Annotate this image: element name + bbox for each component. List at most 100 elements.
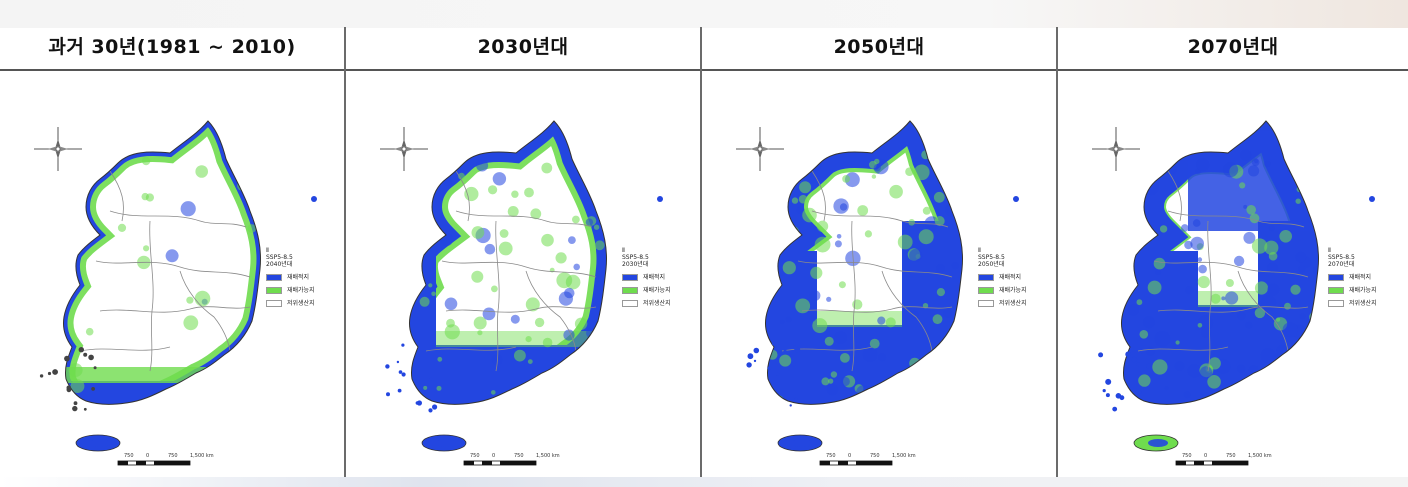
legend-heading: Ⅱ <box>978 247 981 254</box>
legend-label: 저위생산지 <box>643 300 671 307</box>
legend-item: 재배적지 <box>978 274 1027 281</box>
legend-label: 재배적지 <box>643 274 666 281</box>
legend-period: 2040년대 <box>266 261 293 268</box>
scale-label: 750 <box>168 453 178 459</box>
legend-scenario: SSP5-8.5 <box>1328 254 1355 261</box>
compass-rose-icon <box>736 127 784 171</box>
legend-swatch <box>1328 274 1344 281</box>
map-panel-4: 2070년대 750 0 750 1,500 km Ⅱ SSP5-8.5 2070년대 재배적지… <box>1058 27 1408 477</box>
optimal-zone-west <box>765 251 817 405</box>
legend-item: 저위생산지 <box>978 300 1027 307</box>
legend-item: 재배가능지 <box>266 287 315 294</box>
panel-title: 2050년대 <box>702 27 1056 71</box>
legend-label: 저위생산지 <box>287 300 315 307</box>
legend-swatch <box>1328 287 1344 294</box>
legend-item: 재배적지 <box>622 274 671 281</box>
legend-swatch <box>622 287 638 294</box>
compass-rose-icon <box>34 127 82 171</box>
legend-period: 2050년대 <box>978 261 1005 268</box>
legend-item: 재배가능지 <box>622 287 671 294</box>
legend-swatch <box>978 274 994 281</box>
legend-label: 재배가능지 <box>1349 287 1377 294</box>
scale-bar: 750 0 750 1,500 km <box>819 453 916 466</box>
legend-label: 저위생산지 <box>999 300 1027 307</box>
island-ulleungdo <box>311 196 317 202</box>
legend-item: 저위생산지 <box>1328 300 1377 307</box>
legend-label: 재배적지 <box>287 274 310 281</box>
legend-swatch <box>978 287 994 294</box>
legend-swatch <box>1328 300 1344 307</box>
map-svg: 750 0 750 1,500 km <box>34 120 317 466</box>
bottom-band <box>0 477 1408 487</box>
legend-label: 재배적지 <box>999 274 1022 281</box>
map-svg: 750 0 750 1,500 km <box>1092 120 1375 466</box>
scale-label: 1,500 km <box>190 453 214 459</box>
scale-label: 750 <box>870 453 880 459</box>
legend-period: 2030년대 <box>622 261 649 268</box>
scale-bar: 750 0 750 1,500 km <box>117 453 214 466</box>
legend-scenario: SSP5-8.5 <box>266 254 293 261</box>
compass-rose-icon <box>380 127 428 171</box>
map-panel-3: 2050년대 750 0 750 1,500 km Ⅱ SSP5-8.5 2050년대 재배적지… <box>702 27 1058 477</box>
scale-label: 1,500 km <box>1248 453 1272 459</box>
scale-label: 750 <box>124 453 134 459</box>
scale-label: 750 <box>514 453 524 459</box>
legend-label: 재배적지 <box>1349 274 1372 281</box>
scale-label: 1,500 km <box>892 453 916 459</box>
mainland-area <box>63 121 261 405</box>
panel-title: 과거 30년(1981 ~ 2010) <box>0 27 344 71</box>
legend-period: 2070년대 <box>1328 261 1355 268</box>
scale-label: 750 <box>470 453 480 459</box>
island-ulleungdo <box>657 196 663 202</box>
scale-label: 1,500 km <box>536 453 560 459</box>
legend-swatch <box>622 300 638 307</box>
legend-item: 재배적지 <box>1328 274 1377 281</box>
legend-swatch <box>978 300 994 307</box>
legend-heading: Ⅱ <box>266 247 269 254</box>
compass-rose-icon <box>1092 127 1140 171</box>
legend-swatch <box>266 274 282 281</box>
legend-heading: Ⅱ <box>622 247 625 254</box>
scale-label: 750 <box>826 453 836 459</box>
scale-label: 750 <box>1182 453 1192 459</box>
korea-map: 750 0 750 1,500 km Ⅱ SSP5-8.5 2070년대 재배적지 재배가능지 저… <box>1058 71 1408 477</box>
panel-title: 2070년대 <box>1058 27 1408 71</box>
map-panel-1: 과거 30년(1981 ~ 2010) 750 0 750 1,500 km Ⅱ SSP5-… <box>0 27 346 477</box>
scale-bar: 750 0 750 1,500 km <box>463 453 560 466</box>
island-ulleungdo <box>1013 196 1019 202</box>
scale-label: 0 <box>848 453 851 459</box>
legend-item: 재배적지 <box>266 274 315 281</box>
scale-label: 0 <box>1204 453 1207 459</box>
legend-swatch <box>266 300 282 307</box>
legend-item: 재배가능지 <box>978 287 1027 294</box>
legend-item: 재배가능지 <box>1328 287 1377 294</box>
map-svg: 750 0 750 1,500 km <box>736 120 1019 466</box>
map-panel-2: 2030년대 750 0 750 1,500 km Ⅱ SSP5-8.5 2030년대 재배적지… <box>346 27 702 477</box>
legend-item: 저위생산지 <box>266 300 315 307</box>
island-ulleungdo <box>1369 196 1375 202</box>
legend-item: 저위생산지 <box>622 300 671 307</box>
legend-heading: Ⅱ <box>1328 247 1331 254</box>
panel-title: 2030년대 <box>346 27 700 71</box>
legend-label: 저위생산지 <box>1349 300 1377 307</box>
legend-label: 재배가능지 <box>643 287 671 294</box>
legend-swatch <box>622 274 638 281</box>
top-band <box>0 0 1408 28</box>
legend-swatch <box>266 287 282 294</box>
map-svg: 750 0 750 1,500 km <box>380 120 663 466</box>
scale-label: 0 <box>492 453 495 459</box>
legend-scenario: SSP5-8.5 <box>622 254 649 261</box>
scale-bar: 750 0 750 1,500 km <box>1175 453 1272 466</box>
map-panel-grid: 과거 30년(1981 ~ 2010) 750 0 750 1,500 km Ⅱ SSP5-… <box>0 27 1408 477</box>
scale-label: 0 <box>146 453 149 459</box>
legend-label: 재배가능지 <box>999 287 1027 294</box>
legend-scenario: SSP5-8.5 <box>978 254 1005 261</box>
